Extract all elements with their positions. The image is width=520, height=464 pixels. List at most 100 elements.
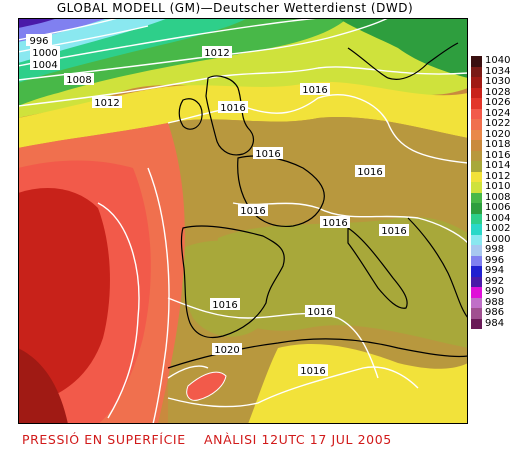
- isobar-1008: [18, 18, 389, 81]
- legend-entry: 1026: [471, 97, 520, 109]
- legend-label: 1028: [485, 86, 511, 98]
- legend-label: 984: [485, 317, 505, 329]
- legend-label: 1010: [485, 181, 511, 192]
- isobar-1004: [18, 18, 319, 67]
- svg-text:1016: 1016: [302, 85, 327, 96]
- isobar-high-1: [97, 202, 140, 419]
- svg-text:1012: 1012: [94, 98, 119, 109]
- legend-entry: 1000: [471, 233, 520, 245]
- isobar-label-1012-west: 1012: [92, 96, 122, 109]
- legend-entry: 990: [471, 286, 520, 298]
- legend-label: 1006: [485, 202, 511, 213]
- legend-entry: 998: [471, 244, 520, 256]
- legend-swatch: [471, 140, 482, 151]
- legend-label: 1004: [485, 212, 511, 224]
- isobar-1020: [167, 365, 209, 379]
- legend-label: 1018: [485, 139, 511, 150]
- isobar-label-1008: 1008: [64, 73, 94, 86]
- map-title: GLOBAL MODELL (GM)—Deutscher Wetterdiens…: [56, 1, 414, 15]
- legend-entry: 1018: [471, 139, 520, 151]
- svg-text:1016: 1016: [381, 226, 406, 237]
- isobar-label-1016-med: 1016: [305, 305, 335, 318]
- svg-text:1016: 1016: [220, 103, 245, 114]
- band-1012-south: [248, 343, 468, 424]
- legend-label: 1030: [485, 76, 511, 87]
- legend-swatch: [471, 87, 482, 98]
- legend-swatch: [471, 171, 482, 182]
- legend-label: 998: [485, 244, 505, 255]
- isobar-label-1000: 1000: [30, 46, 60, 59]
- legend-entry: 984: [471, 317, 520, 329]
- isobar-label-1016-france: 1016: [253, 147, 283, 160]
- legend-swatch: [471, 56, 482, 67]
- legend-label: 1034: [485, 65, 511, 77]
- red-island-region: [186, 371, 227, 401]
- coastline-scandinavia: [347, 42, 459, 80]
- band-1014-land: [208, 216, 468, 348]
- iberia-1014: [181, 240, 282, 337]
- legend-swatch: [471, 224, 482, 235]
- legend-label: 1002: [485, 223, 511, 234]
- caption-variable: PRESSIÓ EN SUPERFÍCIE: [22, 432, 186, 447]
- isobar-label-1016-algeria: 1016: [298, 364, 328, 377]
- isobar-label-1020: 1020: [212, 343, 242, 356]
- legend-label: 1008: [485, 191, 511, 203]
- legend-label: 1012: [485, 170, 511, 182]
- legend-swatch: [471, 287, 482, 298]
- legend-entry: 1030: [471, 76, 520, 88]
- legend-label: 1014: [485, 160, 511, 171]
- isobar-1016-b: [232, 202, 468, 244]
- legend-swatch: [471, 66, 482, 77]
- legend-label: 1000: [485, 233, 511, 245]
- legend-entry: 1020: [471, 128, 520, 140]
- svg-text:1004: 1004: [32, 60, 57, 71]
- svg-text:1016: 1016: [322, 218, 347, 229]
- isobar-1016-d: [167, 366, 419, 408]
- legend-entry: 1012: [471, 170, 520, 182]
- isobar-high-2: [147, 167, 170, 424]
- isobar-label-996: 996: [26, 34, 52, 47]
- legend-swatch: [471, 213, 482, 224]
- legend-swatch: [471, 192, 482, 203]
- legend-label: 990: [485, 286, 505, 297]
- legend-swatch: [471, 150, 482, 161]
- high-pressure-core: [18, 188, 110, 403]
- legend-entry: 1010: [471, 181, 520, 193]
- legend-label: 1022: [485, 118, 511, 129]
- svg-text:1000: 1000: [32, 48, 57, 59]
- pressure-legend: 1040 1034 1030 1028 1026 1024 1022 1020 1018 1016…: [471, 55, 520, 329]
- isobar-label-1016-alps: 1016: [355, 165, 385, 178]
- svg-text:1016: 1016: [255, 149, 280, 160]
- legend-entry: 1040: [471, 55, 520, 67]
- legend-label: 996: [485, 254, 505, 266]
- legend-label: 1016: [485, 149, 511, 161]
- legend-swatch: [471, 266, 482, 277]
- isobar-label-1012-north: 1012: [202, 46, 232, 59]
- isobar-label-1004: 1004: [30, 58, 60, 71]
- low-pressure-band-992: [18, 18, 58, 28]
- legend-label: 988: [485, 296, 505, 308]
- legend-swatch: [471, 182, 482, 193]
- legend-label: 992: [485, 275, 505, 287]
- legend-swatch: [471, 119, 482, 130]
- legend-entry: 986: [471, 307, 520, 319]
- legend-entry: 996: [471, 254, 520, 266]
- legend-swatch: [471, 203, 482, 214]
- legend-swatch: [471, 308, 482, 319]
- isobar-label-1016-britain: 1016: [218, 101, 248, 114]
- svg-text:1008: 1008: [66, 75, 91, 86]
- legend-label: 1020: [485, 128, 511, 140]
- coastline-balkans: [407, 217, 468, 319]
- svg-text:1012: 1012: [204, 48, 229, 59]
- isobar-1016-c: [167, 297, 379, 379]
- legend-entry: 1014: [471, 160, 520, 172]
- coastline-iberia: [180, 225, 285, 339]
- legend-entry: 1022: [471, 118, 520, 130]
- legend-swatch: [471, 245, 482, 256]
- svg-text:1016: 1016: [357, 167, 382, 178]
- legend-label: 1040: [485, 55, 511, 66]
- legend-swatch: [471, 255, 482, 266]
- isobar-label-1016-italy: 1016: [379, 224, 409, 237]
- legend-entry: 1004: [471, 212, 520, 224]
- legend-swatch: [471, 108, 482, 119]
